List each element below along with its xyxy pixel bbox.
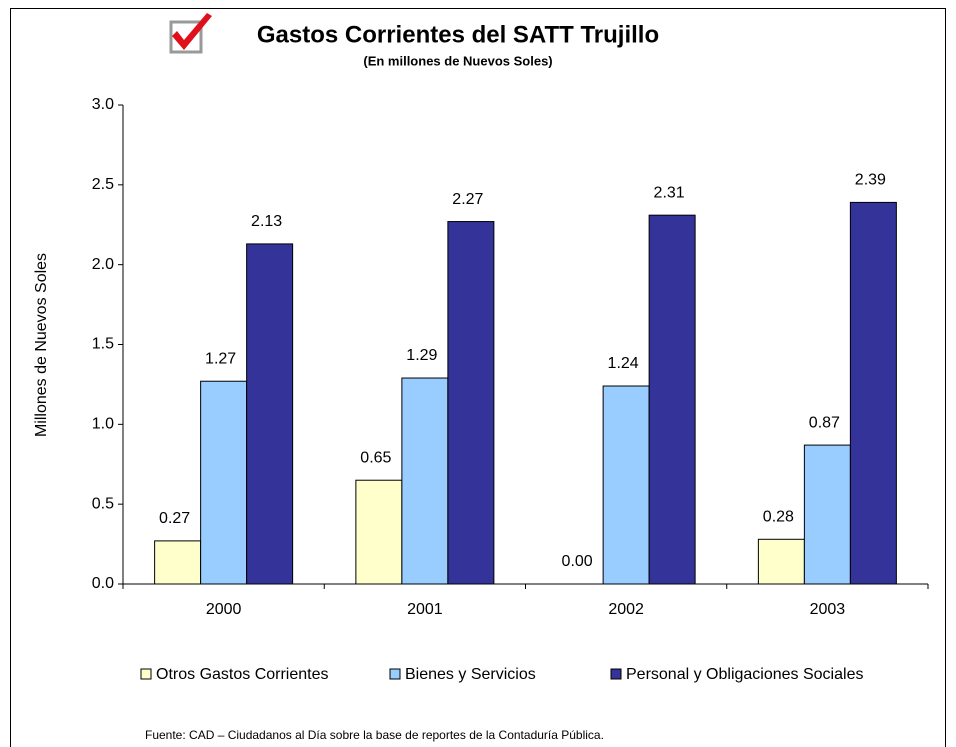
y-tick-label: 3.0 <box>92 96 114 113</box>
value-label: 1.24 <box>608 355 639 372</box>
value-label: 1.27 <box>205 350 236 367</box>
bar <box>648 214 696 585</box>
value-label: 2.27 <box>452 191 483 208</box>
frame <box>10 8 946 747</box>
bar <box>246 243 294 585</box>
bar <box>355 479 403 585</box>
x-tick-label: 2002 <box>608 601 644 618</box>
x-tick-label: 2003 <box>810 601 846 618</box>
bar <box>602 385 650 585</box>
y-axis-label: Millones de Nuevos Soles <box>33 253 50 437</box>
chart-subtitle: (En millones de Nuevos Soles) <box>363 53 552 68</box>
bar <box>200 380 248 585</box>
legend-swatch <box>389 668 401 680</box>
legend-label: Bienes y Servicios <box>405 666 536 683</box>
value-label: 1.29 <box>406 347 437 364</box>
chart-title: Gastos Corrientes del SATT Trujillo <box>257 21 659 48</box>
y-tick-label: 2.0 <box>92 256 114 273</box>
bar <box>803 444 851 585</box>
bar <box>757 538 805 585</box>
legend-swatch <box>140 668 152 680</box>
bar <box>447 221 495 585</box>
x-tick-label: 2000 <box>206 601 242 618</box>
x-tick-label: 2001 <box>407 601 443 618</box>
y-tick-label: 1.0 <box>92 416 114 433</box>
value-label: 2.13 <box>251 213 282 230</box>
legend-swatch <box>610 668 622 680</box>
value-label: 2.39 <box>855 172 886 189</box>
y-tick-label: 1.5 <box>92 336 114 353</box>
value-label: 2.31 <box>654 184 685 201</box>
bar <box>849 201 897 585</box>
value-label: 0.00 <box>562 553 593 570</box>
legend-label: Otros Gastos Corrientes <box>156 666 329 683</box>
value-label: 0.27 <box>159 510 190 527</box>
value-label: 0.65 <box>360 449 391 466</box>
value-label: 0.87 <box>809 414 840 431</box>
bar <box>401 377 449 585</box>
y-tick-label: 2.5 <box>92 176 114 193</box>
legend-label: Personal y Obligaciones Sociales <box>626 666 863 683</box>
source-note: Fuente: CAD – Ciudadanos al Día sobre la… <box>145 728 604 742</box>
check-icon <box>169 13 212 54</box>
y-tick-label: 0.5 <box>92 495 114 512</box>
y-tick-label: 0.0 <box>92 575 114 592</box>
bar <box>154 540 202 585</box>
value-label: 0.28 <box>763 509 794 526</box>
